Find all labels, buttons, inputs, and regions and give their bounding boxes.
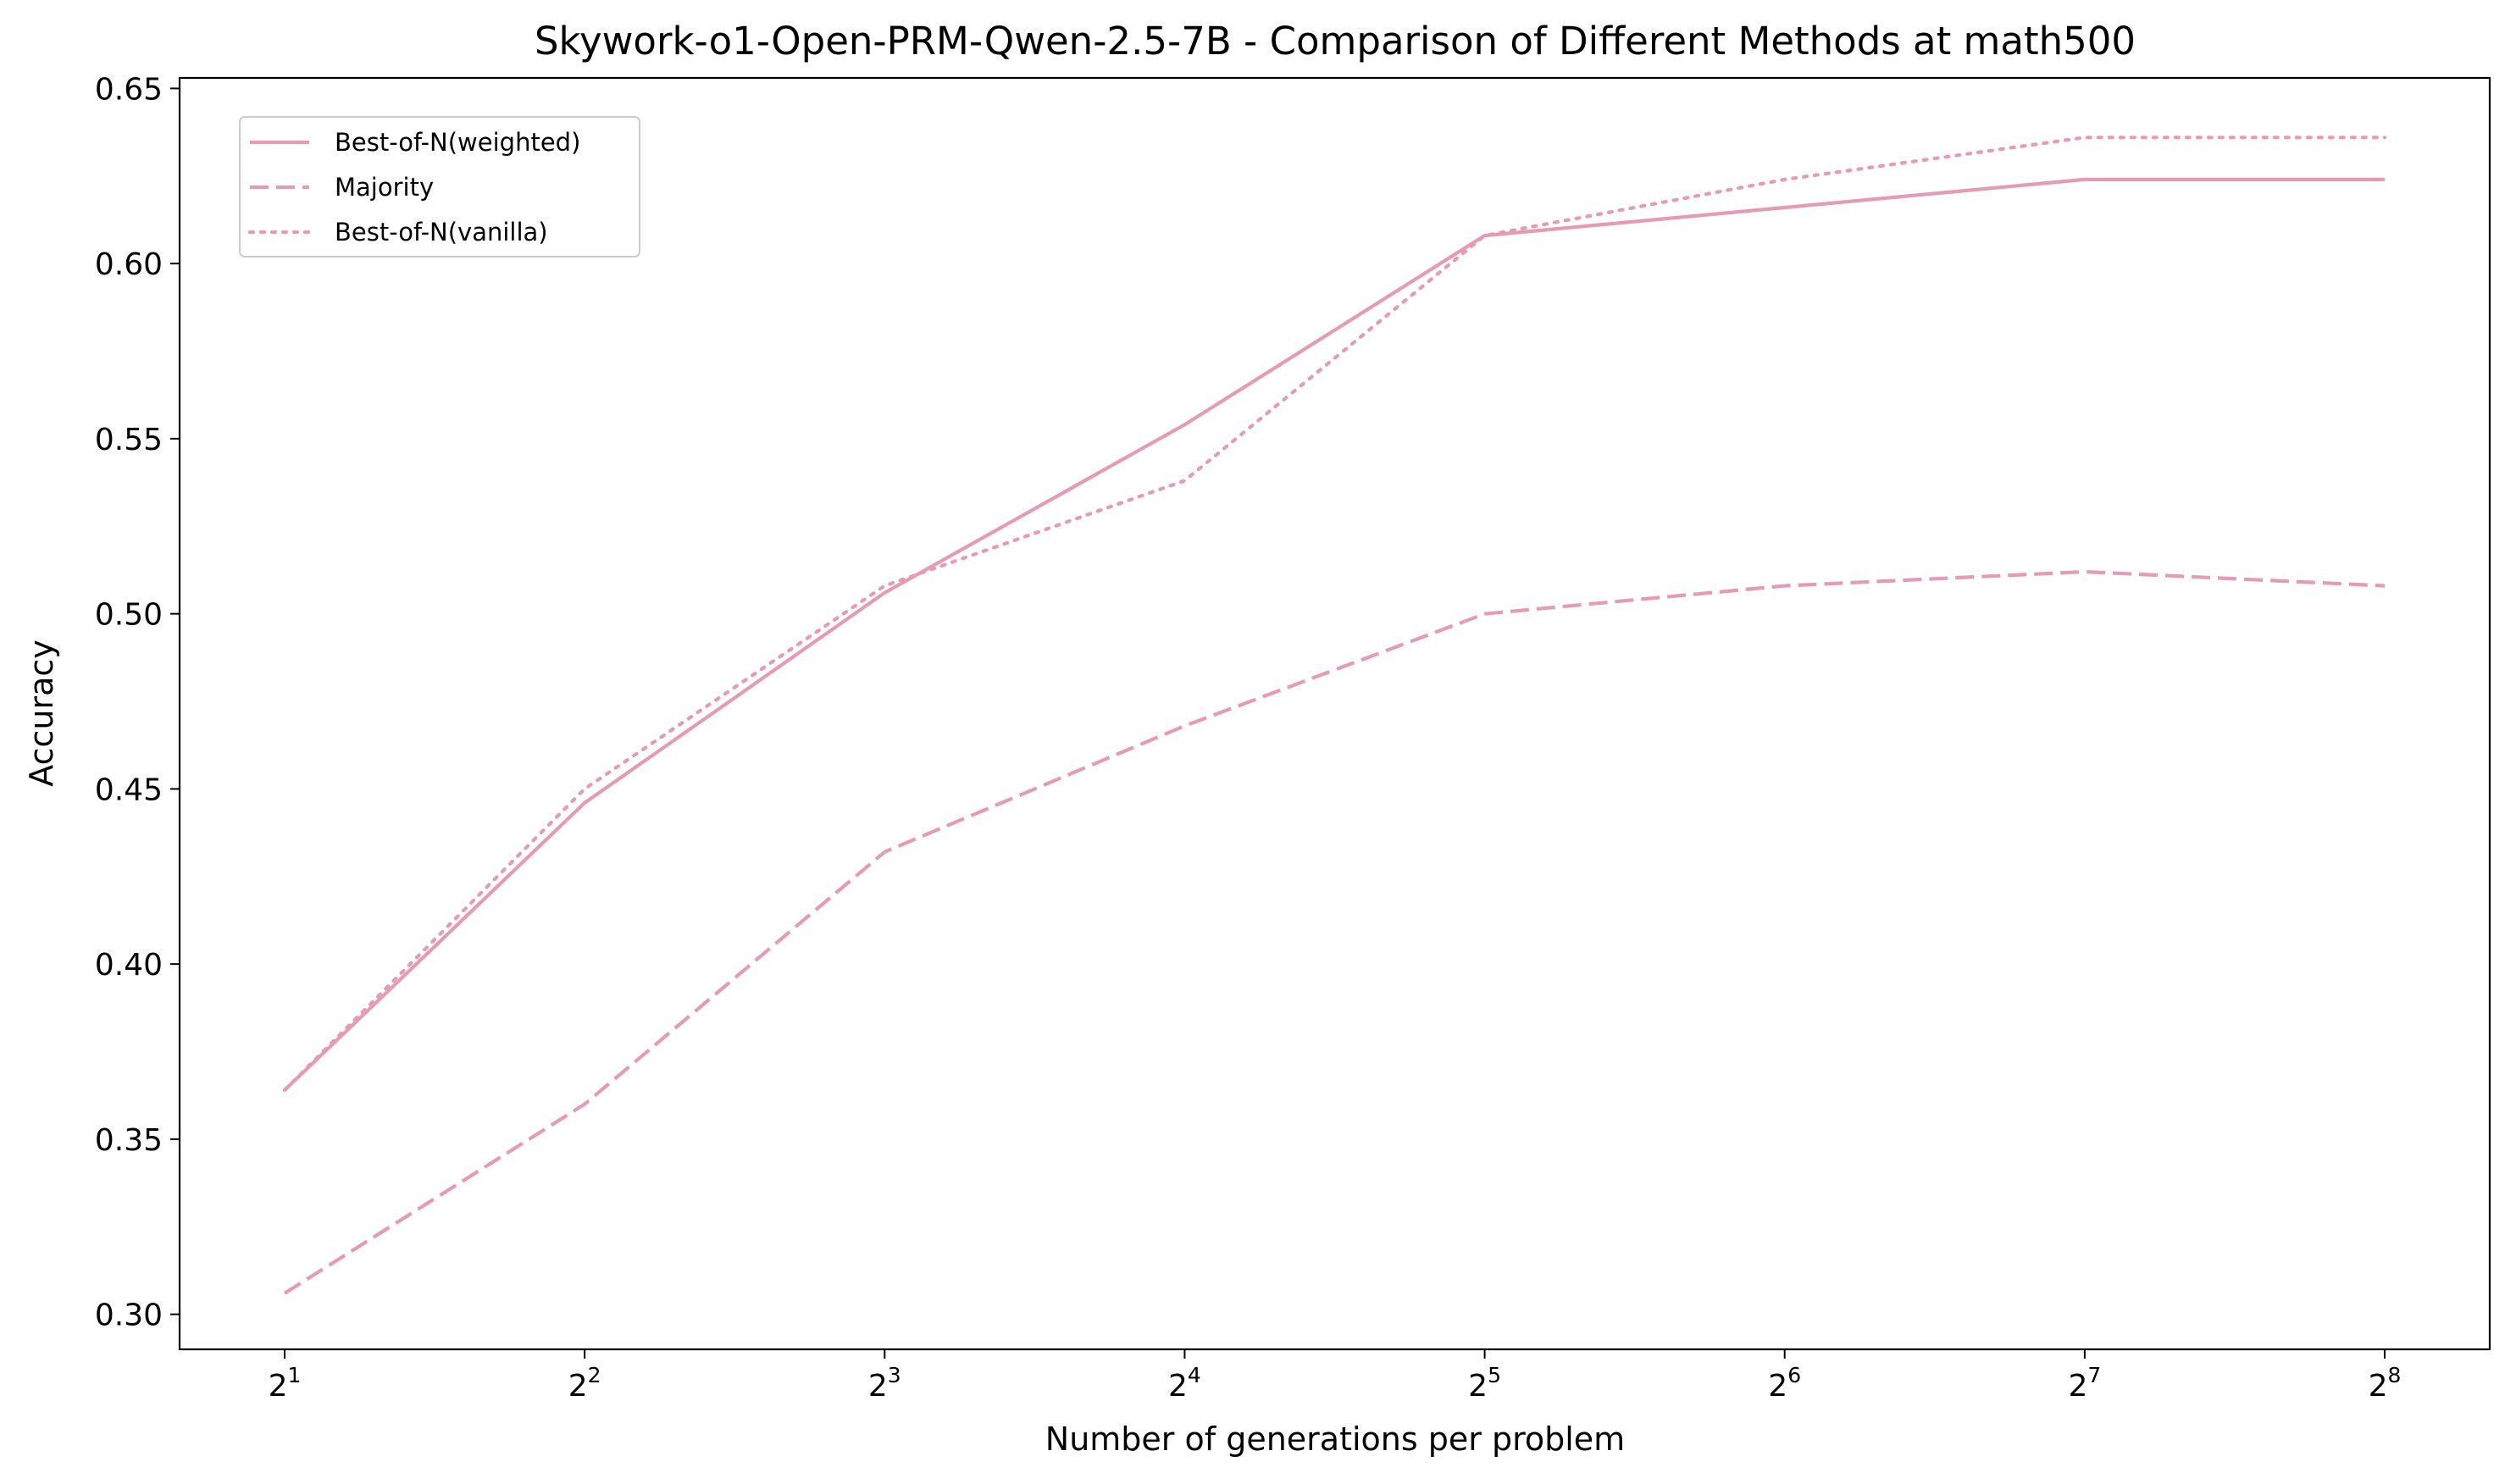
y-tick-label: 0.50 bbox=[95, 598, 163, 633]
x-tick-exponent: 5 bbox=[1488, 1363, 1501, 1387]
x-tick-exponent: 6 bbox=[1787, 1363, 1801, 1387]
plot-area-frame bbox=[178, 76, 2491, 1351]
y-tick-label: 0.45 bbox=[95, 772, 163, 807]
x-tick-base: 2 bbox=[2369, 1369, 2388, 1404]
x-tick-base: 2 bbox=[1168, 1369, 1188, 1404]
x-tick-base: 2 bbox=[1468, 1369, 1488, 1404]
series-layer bbox=[282, 136, 2387, 1295]
x-tick-label: 26 bbox=[1768, 1363, 1801, 1404]
x-tick-base: 2 bbox=[1768, 1369, 1787, 1404]
y-tick-label: 0.40 bbox=[95, 948, 163, 983]
x-tick-base: 2 bbox=[269, 1369, 288, 1404]
y-axis-label: Accuracy bbox=[23, 640, 60, 787]
series-line-majority bbox=[283, 569, 2386, 1295]
chart-title: Skywork-o1-Open-PRM-Qwen-2.5-7B - Compar… bbox=[535, 19, 2136, 64]
x-tick-base: 2 bbox=[868, 1369, 888, 1404]
x-tick-exponent: 2 bbox=[588, 1363, 601, 1387]
y-tick-label: 0.60 bbox=[95, 247, 163, 282]
x-tick-base: 2 bbox=[2068, 1369, 2087, 1404]
legend-box bbox=[239, 116, 640, 257]
legend-label: Majority bbox=[335, 173, 434, 202]
legend: Best-of-N(weighted) Majority Best-of-N(van… bbox=[239, 116, 640, 257]
legend-label: Best-of-N(vanilla) bbox=[335, 218, 548, 246]
x-tick-label: 23 bbox=[868, 1363, 901, 1404]
y-tick-label: 0.35 bbox=[95, 1123, 163, 1158]
x-tick-label: 27 bbox=[2068, 1363, 2101, 1404]
x-axis-label: Number of generations per problem bbox=[1045, 1420, 1625, 1458]
series-line-best-of-n-vanilla bbox=[282, 136, 2387, 1093]
x-axis: 21 22 23 24 25 26 27 28 bbox=[269, 1349, 2402, 1404]
y-tick-label: 0.55 bbox=[95, 423, 163, 457]
x-tick-label: 22 bbox=[568, 1363, 601, 1404]
y-tick-label: 0.30 bbox=[95, 1298, 163, 1333]
x-tick-label: 25 bbox=[1468, 1363, 1501, 1404]
y-axis: 0.30 0.35 0.40 0.45 0.50 0.55 0.60 0.65 bbox=[95, 72, 180, 1333]
x-tick-base: 2 bbox=[568, 1369, 588, 1404]
legend-label: Best-of-N(weighted) bbox=[335, 128, 580, 157]
x-tick-exponent: 4 bbox=[1188, 1363, 1201, 1387]
x-tick-exponent: 7 bbox=[2087, 1363, 2101, 1387]
x-tick-label: 21 bbox=[269, 1363, 302, 1404]
x-tick-exponent: 8 bbox=[2388, 1363, 2402, 1387]
x-tick-label: 24 bbox=[1168, 1363, 1201, 1404]
y-tick-label: 0.65 bbox=[95, 72, 163, 107]
x-tick-exponent: 3 bbox=[888, 1363, 901, 1387]
x-tick-label: 28 bbox=[2369, 1363, 2402, 1404]
series-line-best-of-n-weighted bbox=[283, 177, 2385, 1092]
x-tick-exponent: 1 bbox=[288, 1363, 302, 1387]
